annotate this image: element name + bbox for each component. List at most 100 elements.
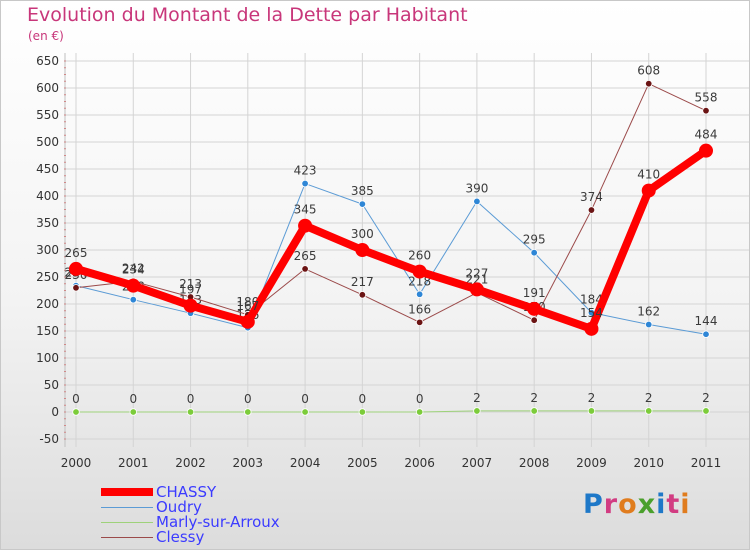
y-tick-label: 0	[51, 405, 59, 419]
data-label: 608	[637, 64, 660, 78]
chart-title: Evolution du Montant de la Dette par Hab…	[27, 4, 468, 26]
data-label: 0	[129, 392, 137, 406]
y-tick-label: 550	[36, 108, 59, 122]
y-tick-label: 350	[36, 216, 59, 230]
data-label: 234	[122, 263, 145, 277]
data-label: 558	[695, 91, 718, 105]
data-label: 213	[179, 277, 202, 291]
legend-label: CHASSY	[156, 483, 217, 501]
series-line	[75, 83, 707, 323]
x-tick-label: 2001	[118, 456, 149, 470]
data-point	[129, 408, 137, 416]
data-point	[186, 408, 195, 416]
data-label: 0	[301, 392, 309, 406]
data-point	[473, 407, 481, 415]
data-point	[645, 79, 653, 88]
legend-label: Oudry	[156, 498, 202, 516]
x-tick-label: 2009	[576, 456, 607, 470]
data-point	[702, 106, 710, 115]
data-point	[702, 407, 710, 415]
data-point	[72, 284, 80, 292]
data-label: 2	[530, 391, 538, 405]
data-point	[298, 218, 313, 233]
y-tick-label: 650	[36, 54, 59, 68]
data-point	[415, 290, 424, 298]
data-point	[530, 316, 538, 324]
data-point	[587, 206, 596, 214]
data-point	[358, 291, 367, 299]
y-tick-label: 250	[36, 270, 59, 284]
y-tick-label: 600	[36, 81, 59, 95]
data-label: 144	[695, 314, 718, 328]
y-tick-label: 500	[36, 135, 59, 149]
unit-label: (en €)	[28, 29, 64, 43]
x-tick-label: 2005	[347, 456, 378, 470]
x-tick-label: 2000	[61, 456, 92, 470]
data-point	[527, 301, 542, 316]
data-point	[358, 408, 367, 416]
x-tick-label: 2004	[290, 456, 321, 470]
data-label: 197	[179, 283, 202, 297]
y-tick-label: 100	[36, 351, 59, 365]
legend-swatch	[101, 506, 153, 508]
data-label: 2	[588, 391, 596, 405]
data-point	[301, 408, 309, 416]
data-point	[129, 295, 137, 304]
data-label: 162	[637, 305, 660, 319]
data-point	[355, 243, 370, 257]
data-label: 300	[351, 227, 374, 241]
data-label: 2	[645, 391, 653, 405]
data-label: 374	[580, 190, 603, 204]
data-point	[301, 179, 309, 188]
x-tick-label: 2010	[633, 456, 664, 470]
brand-logo: Proxiti	[583, 489, 691, 520]
data-label: 410	[637, 168, 660, 182]
data-label: 265	[65, 246, 88, 260]
data-label: 167	[236, 299, 259, 313]
y-tick-label: 450	[36, 162, 59, 176]
data-point	[641, 183, 656, 198]
data-label: 227	[465, 266, 488, 280]
data-point	[412, 264, 427, 279]
data-point	[469, 282, 484, 297]
data-label: 484	[695, 128, 718, 142]
data-label: 260	[408, 249, 431, 263]
legend-swatch	[101, 488, 153, 496]
data-label: 423	[294, 164, 317, 178]
y-tick-label: -50	[39, 432, 59, 446]
data-point	[699, 143, 713, 158]
legend-swatch	[101, 536, 153, 538]
legend-label: Clessy	[156, 528, 205, 546]
data-label: 295	[523, 233, 546, 247]
data-label: 242	[122, 261, 145, 275]
data-label: 2	[473, 391, 481, 405]
data-label: 218	[408, 274, 431, 288]
data-label: 191	[523, 286, 546, 300]
data-point	[358, 200, 367, 208]
series-line	[75, 410, 707, 413]
data-label: 390	[465, 181, 488, 195]
y-tick-label: 200	[36, 297, 59, 311]
x-tick-label: 2007	[462, 456, 493, 470]
data-label: 0	[72, 392, 80, 406]
x-tick-label: 2002	[175, 456, 206, 470]
data-label: 0	[416, 392, 424, 406]
data-point	[702, 330, 710, 338]
data-point	[587, 407, 596, 415]
legend-swatch	[101, 521, 153, 523]
data-label: 0	[187, 392, 195, 406]
x-tick-label: 2003	[233, 456, 264, 470]
data-point	[645, 407, 653, 415]
data-point	[645, 320, 653, 329]
legend-label: Marly-sur-Arroux	[156, 513, 280, 531]
data-point	[415, 318, 424, 327]
data-point	[584, 321, 599, 336]
data-point	[69, 261, 83, 276]
data-point	[183, 298, 198, 313]
data-point	[72, 408, 80, 416]
x-tick-label: 2008	[519, 456, 550, 470]
y-tick-label: 50	[44, 378, 59, 392]
data-label: 154	[580, 306, 603, 320]
x-tick-label: 2006	[404, 456, 435, 470]
